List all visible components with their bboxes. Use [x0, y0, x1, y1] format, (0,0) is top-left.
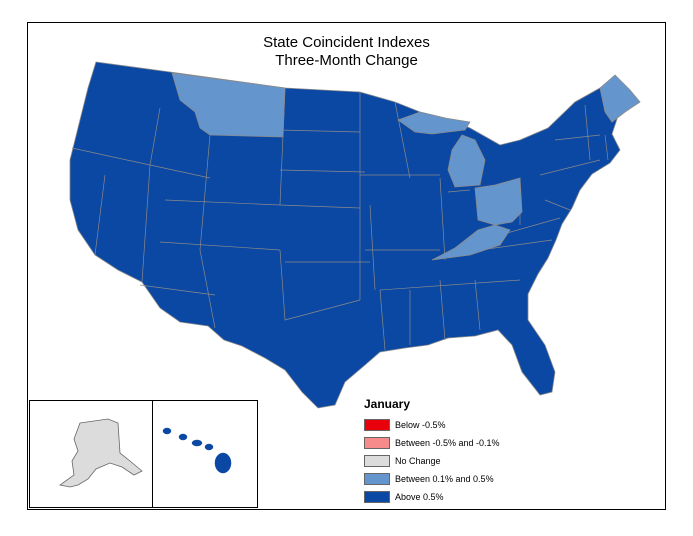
legend-item: Between -0.5% and -0.1%	[364, 434, 554, 452]
legend-swatch	[364, 473, 390, 485]
hawaii-inset	[152, 400, 258, 508]
legend-swatch	[364, 455, 390, 467]
legend-label: Below -0.5%	[395, 420, 446, 430]
state-alaska	[59, 418, 143, 488]
legend-label: Between 0.1% and 0.5%	[395, 474, 494, 484]
legend-item: Below -0.5%	[364, 416, 554, 434]
map-title: State Coincident Indexes	[263, 34, 430, 51]
state-borders	[71, 87, 609, 351]
legend-title: January	[364, 397, 411, 411]
legend-swatch	[364, 437, 390, 449]
state-ohio	[474, 177, 523, 226]
alaska-inset	[29, 400, 153, 508]
state-kentucky	[431, 224, 511, 261]
map-subtitle: Three-Month Change	[275, 52, 418, 69]
state-montana	[171, 72, 286, 138]
state-michigan-lower	[447, 134, 486, 188]
legend-label: Between -0.5% and -0.1%	[395, 438, 500, 448]
legend-item: Above 0.5%	[364, 488, 554, 506]
state-michigan-upper	[397, 111, 471, 135]
state-hawaii	[162, 427, 232, 474]
hawaii-map	[162, 427, 232, 474]
state-maine	[599, 74, 641, 123]
legend-label: No Change	[395, 456, 441, 466]
legend: January Below -0.5% Between -0.5% and -0…	[364, 397, 554, 506]
alaska-map	[59, 418, 143, 488]
legend-item: Between 0.1% and 0.5%	[364, 470, 554, 488]
legend-swatch	[364, 491, 390, 503]
legend-item: No Change	[364, 452, 554, 470]
legend-label: Above 0.5%	[395, 492, 444, 502]
legend-swatch	[364, 419, 390, 431]
contiguous-us	[69, 61, 631, 409]
